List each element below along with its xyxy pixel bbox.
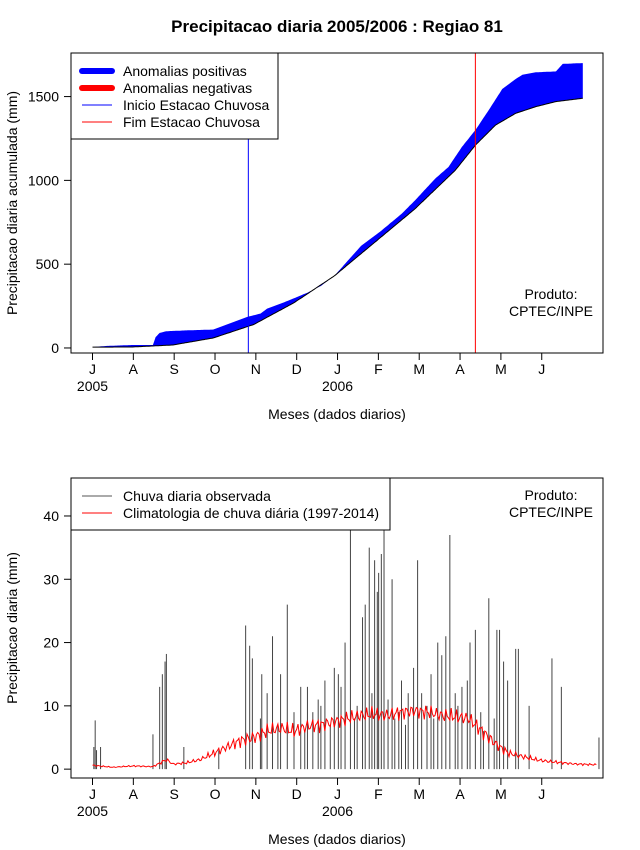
x-tick-label: J xyxy=(538,786,545,802)
y-tick-label: 1000 xyxy=(28,172,59,188)
x-year-label: 2006 xyxy=(322,803,353,819)
daily-y-axis: 0 10 20 30 40 xyxy=(43,508,71,777)
y-tick-label: 1500 xyxy=(28,89,59,105)
daily-credit-line1: Produto: xyxy=(525,487,578,503)
accumulated-credit-line2: CPTEC/INPE xyxy=(509,303,593,319)
accumulated-legend: Anomalias positivas Anomalias negativas … xyxy=(70,52,279,140)
x-tick-label: F xyxy=(374,361,383,377)
x-tick-label: S xyxy=(170,361,179,377)
y-tick-label: 30 xyxy=(43,571,59,587)
x-tick-label: A xyxy=(455,786,465,802)
x-tick-label: M xyxy=(495,786,507,802)
accumulated-x-axis-label: Meses (dados diarios) xyxy=(268,406,406,422)
x-tick-label: A xyxy=(455,361,465,377)
legend-label-season-start: Inicio Estacao Chuvosa xyxy=(123,97,270,113)
x-tick-label: F xyxy=(374,786,383,802)
figure-title: Precipitacao diaria 2005/2006 : Regiao 8… xyxy=(171,17,503,36)
legend-label-climatology: Climatologia de chuva diária (1997-2014) xyxy=(123,505,379,521)
daily-x-axis-label: Meses (dados diarios) xyxy=(268,831,406,847)
accumulated-credit-line1: Produto: xyxy=(525,286,578,302)
x-tick-label: A xyxy=(129,361,139,377)
x-tick-label: M xyxy=(413,361,425,377)
y-tick-label: 0 xyxy=(51,761,59,777)
x-year-label: 2005 xyxy=(77,378,108,394)
legend-label-negative: Anomalias negativas xyxy=(123,80,252,96)
climatology-daily-line xyxy=(92,705,597,768)
daily-observed-bars xyxy=(93,490,600,770)
accumulated-y-axis-label: Precipitacao diaria acumulada (mm) xyxy=(4,91,20,315)
x-tick-label: O xyxy=(210,786,221,802)
x-tick-label: N xyxy=(251,786,261,802)
positive-anomaly-area xyxy=(92,63,583,348)
legend-box xyxy=(70,52,279,140)
legend-label-observed: Chuva diaria observada xyxy=(123,488,271,504)
accumulated-y-axis: 0 500 1000 1500 xyxy=(28,89,71,356)
x-tick-label: J xyxy=(334,361,341,377)
daily-y-axis-label: Precipitacao diaria (mm) xyxy=(4,552,20,704)
x-tick-label: S xyxy=(170,786,179,802)
y-tick-label: 500 xyxy=(36,256,60,272)
x-tick-label: A xyxy=(129,786,139,802)
daily-credit-line2: CPTEC/INPE xyxy=(509,504,593,520)
daily-climatology-line xyxy=(92,705,597,768)
x-tick-label: J xyxy=(89,786,96,802)
x-tick-label: N xyxy=(251,361,261,377)
x-tick-label: J xyxy=(538,361,545,377)
x-year-label: 2006 xyxy=(322,378,353,394)
x-tick-label: O xyxy=(210,361,221,377)
y-tick-label: 10 xyxy=(43,698,59,714)
x-tick-label: M xyxy=(495,361,507,377)
y-tick-label: 40 xyxy=(43,508,59,524)
accumulated-plot-frame xyxy=(70,52,604,354)
accumulated-plot-area xyxy=(92,63,583,348)
y-tick-label: 20 xyxy=(43,635,59,651)
x-tick-label: D xyxy=(292,786,302,802)
x-year-label: 2005 xyxy=(77,803,108,819)
legend-label-season-end: Fim Estacao Chuvosa xyxy=(123,114,260,130)
legend-box xyxy=(70,477,391,531)
x-tick-label: J xyxy=(334,786,341,802)
climatology-accumulated-line xyxy=(92,97,583,348)
y-tick-label: 0 xyxy=(51,340,59,356)
x-tick-label: D xyxy=(292,361,302,377)
daily-legend: Chuva diaria observada Climatologia de c… xyxy=(70,477,391,531)
x-tick-label: J xyxy=(89,361,96,377)
legend-label-positive: Anomalias positivas xyxy=(123,63,247,79)
x-tick-label: M xyxy=(413,786,425,802)
